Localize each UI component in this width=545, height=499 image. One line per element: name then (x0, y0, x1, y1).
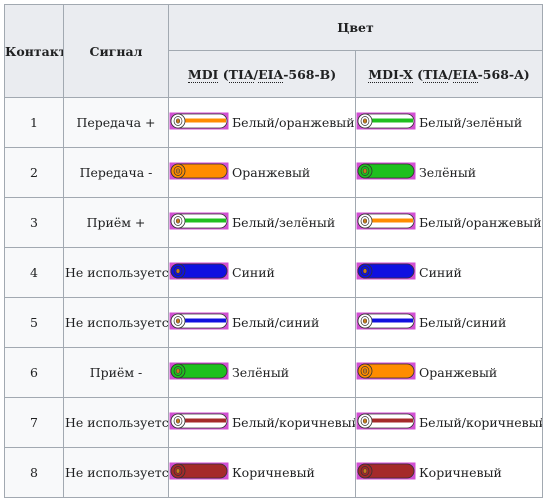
mdi-color-cell: Белый/синий (168, 297, 356, 348)
solid-brown-wire-icon (356, 462, 417, 483)
mdix-color-label: Белый/синий (419, 315, 507, 330)
mdi-color-label: Синий (232, 265, 275, 280)
mdix-color-cell: Зелёный (355, 147, 543, 198)
pin-number: 7 (4, 397, 64, 448)
mdix-color-label: Оранжевый (419, 365, 498, 380)
pinout-table: Контакт Сигнал Цвет MDI (TIA/EIA-568-B) … (4, 4, 543, 498)
mdix-slash: / (447, 66, 453, 82)
table-row: 4 Не используется Синий Синий (4, 247, 543, 298)
header-contact: Контакт (4, 4, 64, 98)
mdi-color-label: Зелёный (232, 365, 290, 380)
header-signal: Сигнал (63, 4, 169, 98)
solid-orange-wire-icon (169, 162, 230, 183)
header-mdix: MDI-X (TIA/EIA-568-A) (355, 50, 543, 98)
signal-name: Не используется (63, 447, 169, 498)
mdi-color-cell: Белый/коричневый (168, 397, 356, 448)
solid-green-wire-icon (356, 162, 417, 183)
mdi-tia-link[interactable]: TIA (228, 66, 254, 83)
header-color: Цвет (168, 4, 543, 51)
pin-number: 8 (4, 447, 64, 498)
mdix-color-cell: Коричневый (355, 447, 543, 498)
solid-brown-wire-icon (169, 462, 230, 483)
signal-name: Не используется (63, 397, 169, 448)
striped-orange-wire-icon (356, 212, 417, 233)
signal-name: Не используется (63, 297, 169, 348)
solid-green-wire-icon (169, 362, 230, 383)
mdix-color-label: Белый/коричневый (419, 415, 543, 430)
mdi-color-label: Белый/зелёный (232, 215, 336, 230)
signal-name: Передача - (63, 147, 169, 198)
mdix-color-label: Коричневый (419, 465, 502, 480)
header-mdi: MDI (TIA/EIA-568-B) (168, 50, 356, 98)
table-row: 1 Передача + Белый/оранжевый Белый/зелёный (4, 97, 543, 148)
table-row: 2 Передача - Оранжевый Зелёный (4, 147, 543, 198)
mdi-color-cell: Зелёный (168, 347, 356, 398)
mdi-color-cell: Белый/зелёный (168, 197, 356, 248)
striped-green-wire-icon (169, 212, 230, 233)
pin-number: 6 (4, 347, 64, 398)
mdix-standard-suffix: -568-A) (477, 66, 530, 82)
pin-number: 4 (4, 247, 64, 298)
table-row: 3 Приём + Белый/зелёный Белый/оранжевый (4, 197, 543, 248)
signal-name: Передача + (63, 97, 169, 148)
mdi-color-label: Белый/оранжевый (232, 115, 355, 130)
table-row: 5 Не используется Белый/синий Белый/синий (4, 297, 543, 348)
pin-number: 1 (4, 97, 64, 148)
mdix-color-cell: Синий (355, 247, 543, 298)
signal-name: Приём - (63, 347, 169, 398)
mdi-color-label: Белый/коричневый (232, 415, 356, 430)
pin-number: 5 (4, 297, 64, 348)
mdi-standard-suffix: -568-B) (283, 66, 337, 82)
mdi-color-label: Белый/синий (232, 315, 320, 330)
signal-name: Не используется (63, 247, 169, 298)
striped-orange-wire-icon (169, 112, 230, 133)
mdix-color-label: Зелёный (419, 165, 477, 180)
mdi-color-label: Коричневый (232, 465, 315, 480)
mdi-color-label: Оранжевый (232, 165, 311, 180)
mdi-slash: / (253, 66, 259, 82)
mdix-color-label: Белый/зелёный (419, 115, 523, 130)
striped-green-wire-icon (356, 112, 417, 133)
table-row: 8 Не используется Коричневый Коричневый (4, 447, 543, 498)
mdix-tia-link[interactable]: TIA (423, 66, 448, 83)
mdix-eia-link[interactable]: EIA (452, 66, 478, 83)
mdix-color-cell: Белый/коричневый (355, 397, 543, 448)
mdix-color-cell: Оранжевый (355, 347, 543, 398)
signal-name: Приём + (63, 197, 169, 248)
solid-blue-wire-icon (169, 262, 230, 283)
mdi-color-cell: Синий (168, 247, 356, 298)
mdix-color-label: Синий (419, 265, 462, 280)
mdix-color-cell: Белый/синий (355, 297, 543, 348)
mdix-color-cell: Белый/зелёный (355, 97, 543, 148)
mdix-color-label: Белый/оранжевый (419, 215, 542, 230)
mdi-eia-link[interactable]: EIA (258, 66, 284, 83)
mdix-color-cell: Белый/оранжевый (355, 197, 543, 248)
table-row: 7 Не используется Белый/коричневый Белый/ко… (4, 397, 543, 448)
striped-blue-wire-icon (169, 312, 230, 333)
mdi-color-cell: Белый/оранжевый (168, 97, 356, 148)
pin-number: 3 (4, 197, 64, 248)
pin-number: 2 (4, 147, 64, 198)
striped-brown-wire-icon (169, 412, 230, 433)
table-row: 6 Приём - Зелёный Оранжевый (4, 347, 543, 398)
striped-blue-wire-icon (356, 312, 417, 333)
mdix-open-paren: ( (417, 66, 424, 82)
striped-brown-wire-icon (356, 412, 417, 433)
mdi-color-cell: Оранжевый (168, 147, 356, 198)
mdix-abbr[interactable]: MDI-X (368, 66, 413, 83)
solid-orange-wire-icon (356, 362, 417, 383)
mdi-open-paren: ( (222, 66, 229, 82)
mdi-abbr[interactable]: MDI (187, 66, 219, 83)
mdi-color-cell: Коричневый (168, 447, 356, 498)
solid-blue-wire-icon (356, 262, 417, 283)
